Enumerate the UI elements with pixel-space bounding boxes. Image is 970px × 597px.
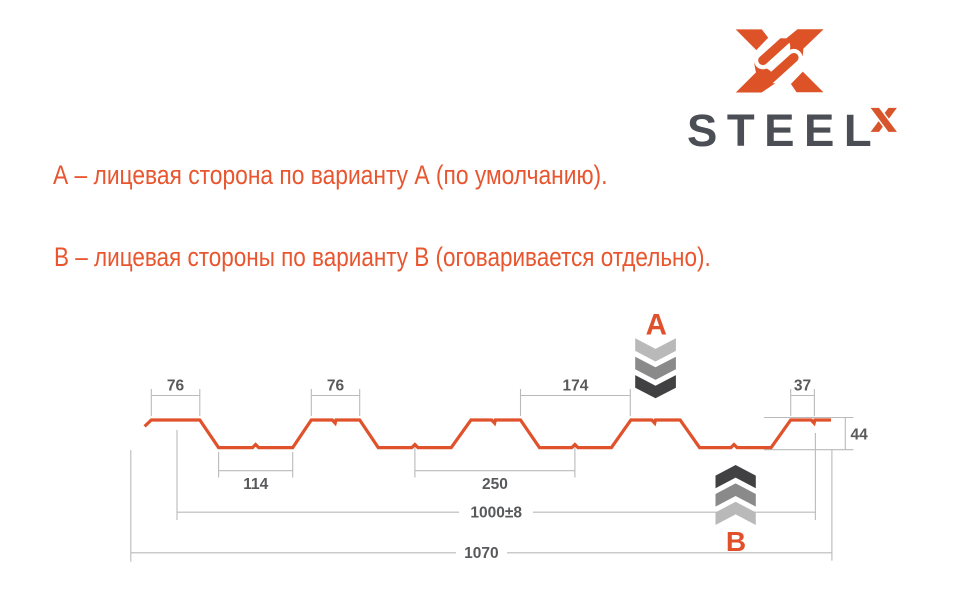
- svg-text:A: A: [646, 309, 667, 342]
- svg-text:76: 76: [167, 378, 185, 395]
- svg-text:76: 76: [327, 378, 345, 395]
- svg-text:1070: 1070: [464, 545, 498, 562]
- svg-text:250: 250: [482, 476, 508, 493]
- svg-text:37: 37: [794, 378, 811, 395]
- svg-text:174: 174: [562, 378, 588, 395]
- svg-text:B: B: [726, 526, 746, 557]
- svg-text:44: 44: [851, 427, 869, 444]
- svg-text:1000±8: 1000±8: [470, 505, 522, 522]
- svg-text:114: 114: [243, 476, 268, 493]
